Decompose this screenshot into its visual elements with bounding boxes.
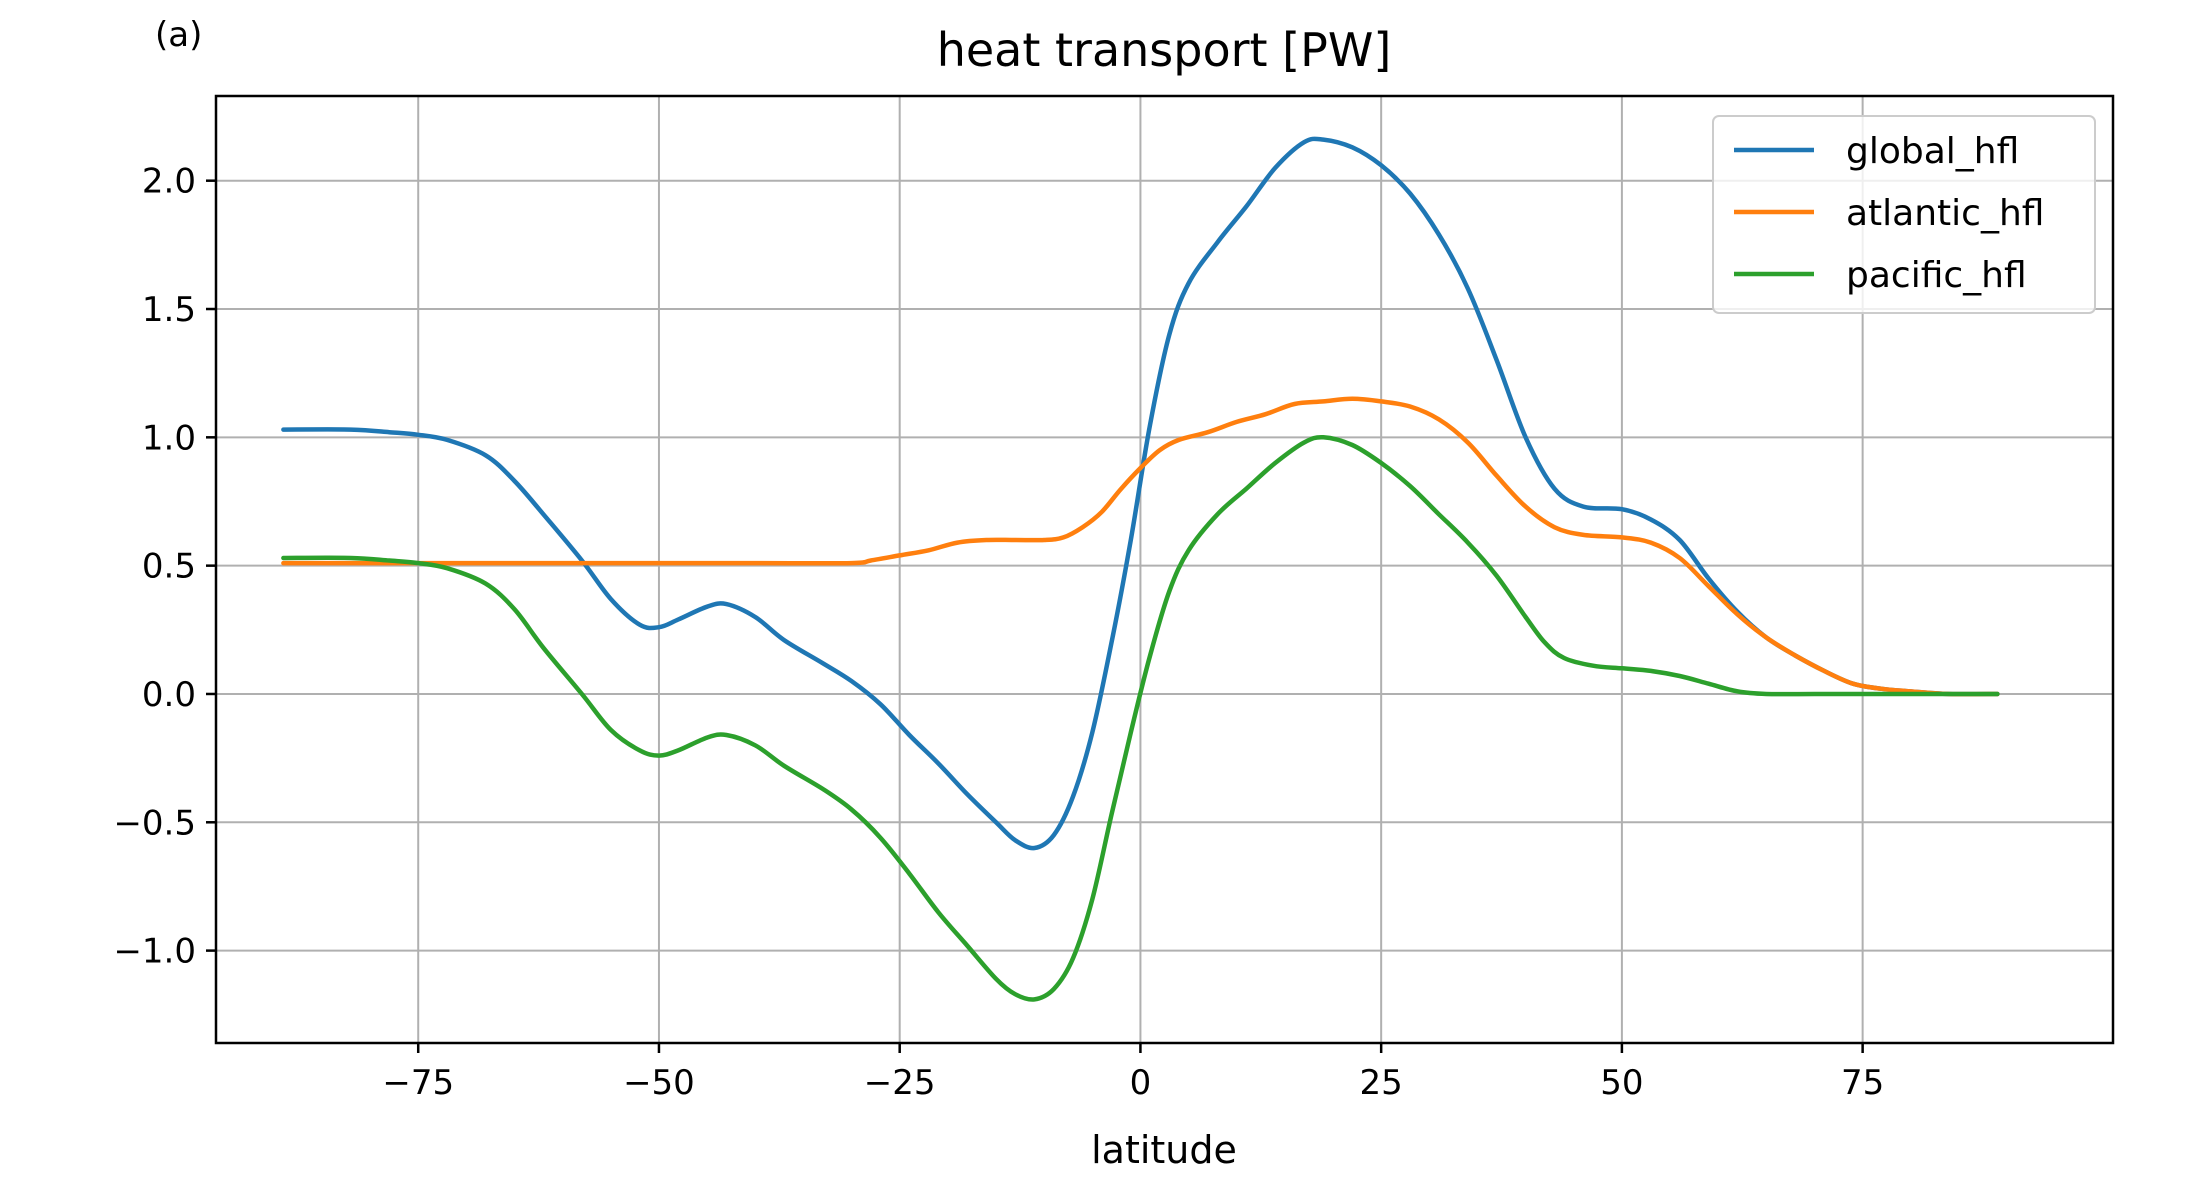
x-tick-label: −25 — [864, 1063, 936, 1103]
x-tick-label: 50 — [1600, 1063, 1643, 1103]
y-tick-label: 0.5 — [142, 547, 196, 587]
plot-frame — [214, 94, 2115, 1045]
y-tick-label: 0.0 — [142, 675, 196, 715]
legend: global_hfl atlantic_hfl pacific_hfl — [1712, 115, 2096, 314]
x-tick-label: −75 — [382, 1063, 454, 1103]
series-line-pacific-hfl — [281, 434, 2000, 1002]
y-tick-label: −0.5 — [113, 803, 196, 843]
series-line-global-hfl — [281, 136, 2000, 851]
x-tick-label: −50 — [623, 1063, 695, 1103]
x-tick-label: 75 — [1841, 1063, 1884, 1103]
legend-label-pacific-hfl: pacific_hfl — [1846, 255, 2027, 296]
x-tick-label: 25 — [1360, 1063, 1403, 1103]
series-lines — [281, 136, 2000, 1002]
y-tick-label: 1.5 — [142, 290, 196, 330]
y-tick-label: 2.0 — [142, 162, 196, 202]
chart-title: heat transport [PW] — [937, 23, 1392, 77]
x-axis-label: latitude — [1091, 1128, 1237, 1172]
legend-box — [1712, 115, 2096, 314]
legend-label-global-hfl: global_hfl — [1846, 131, 2019, 172]
y-tick-label: 1.0 — [142, 418, 196, 458]
legend-label-atlantic-hfl: atlantic_hfl — [1846, 193, 2044, 234]
y-axis-ticks: −1.0 −0.5 0.0 0.5 1.0 1.5 2.0 — [113, 162, 216, 972]
series-line-atlantic-hfl — [281, 396, 2000, 697]
panel-label: (a) — [155, 15, 202, 55]
x-axis-ticks: −75 −50 −25 0 25 50 75 — [382, 1043, 1884, 1103]
x-tick-label: 0 — [1130, 1063, 1152, 1103]
y-tick-label: −1.0 — [113, 932, 196, 972]
